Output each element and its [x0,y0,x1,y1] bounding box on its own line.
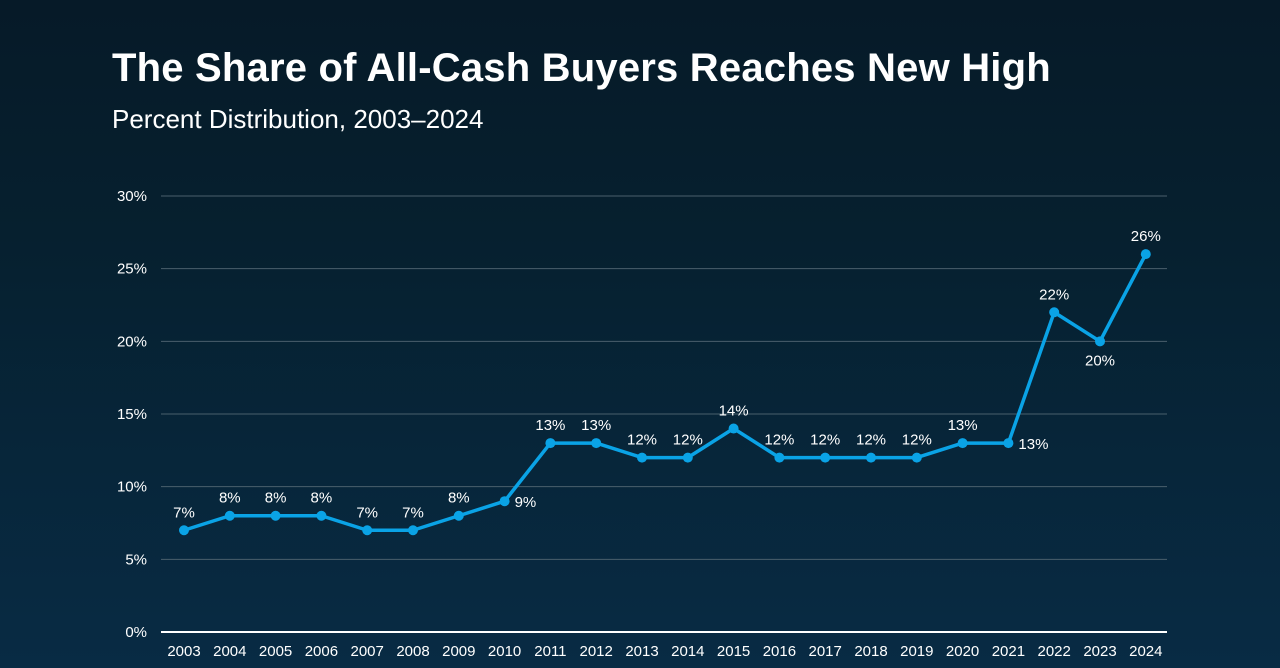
data-point [224,510,235,521]
data-label: 9% [515,494,537,511]
x-tick-label: 2005 [259,643,292,660]
data-point [408,525,418,536]
data-point [682,452,693,463]
data-label: 20% [1085,352,1115,369]
x-tick-label: 2003 [167,643,200,660]
x-tick-label: 2012 [580,643,613,660]
chart-subtitle: Percent Distribution, 2003–2024 [112,104,484,134]
data-label: 14% [719,403,749,420]
data-point [316,510,327,521]
x-tick-label: 2017 [809,643,842,660]
x-tick-label: 2018 [854,643,887,660]
y-tick-label: 5% [125,551,147,568]
data-label: 22% [1039,286,1069,303]
data-point [637,452,647,463]
data-point [362,525,373,536]
y-tick-label: 20% [117,333,147,350]
data-point [545,438,556,449]
data-label: 13% [948,417,978,434]
data-label: 12% [856,432,886,449]
data-point [591,438,602,449]
data-label: 12% [810,432,840,449]
data-point [1049,307,1060,318]
chart-title: The Share of All-Cash Buyers Reaches New… [112,46,1051,90]
data-point [957,438,968,449]
data-label: 8% [219,490,241,507]
data-label: 13% [535,417,565,434]
data-label: 8% [311,490,333,507]
data-point [270,510,281,521]
x-tick-label: 2011 [534,643,566,660]
x-tick-label: 2020 [946,643,979,660]
x-tick-label: 2008 [396,643,429,660]
data-points [179,249,1151,536]
x-tick-label: 2023 [1083,643,1116,660]
data-label: 13% [581,417,611,434]
data-label: 7% [356,504,378,521]
x-tick-label: 2006 [305,643,338,660]
data-point [774,452,785,463]
data-label: 7% [402,504,424,521]
x-tick-label: 2013 [625,643,658,660]
x-tick-label: 2022 [1038,643,1071,660]
data-point [820,452,831,463]
data-point [728,423,739,434]
y-tick-label: 10% [117,479,147,496]
data-label: 8% [265,490,287,507]
data-label: 8% [448,490,470,507]
data-labels: 7% 8% 8% 8% 7% 7% 8% 9% 13% 13% 12% 12% 14% 12% 12% 12%… [173,228,1161,521]
data-label: 12% [764,432,794,449]
x-tick-label: 2010 [488,643,521,660]
data-point [1140,249,1151,260]
data-point [453,510,464,521]
x-tick-label: 2015 [717,643,750,660]
x-tick-label: 2024 [1129,643,1162,660]
data-label: 12% [673,432,703,449]
series-line [182,252,1148,533]
y-tick-label: 0% [125,624,147,641]
data-label: 26% [1131,228,1161,245]
x-tick-label: 2009 [442,643,475,660]
data-point [1095,336,1105,347]
series-line-all-cash-share [182,252,1148,533]
data-point [499,496,510,507]
data-label: 12% [902,432,932,449]
y-tick-label: 30% [117,188,147,205]
x-tick-label: 2019 [900,643,933,660]
gridlines [161,195,1167,560]
x-axis: 2003 2004 2005 2006 2007 2008 2009 2010 2011 2012… [161,631,1167,660]
y-tick-label: 25% [117,261,147,278]
x-tick-label: 2007 [351,643,384,660]
data-label: 7% [173,504,195,521]
x-tick-label: 2004 [213,643,246,660]
data-label: 12% [627,432,657,449]
x-tick-label: 2016 [763,643,796,660]
data-label: 13% [1018,436,1048,453]
x-tick-label: 2021 [992,643,1025,660]
data-point [911,452,922,463]
y-axis-tick-labels: 0% 5% 10% 15% 20% 25% 30% [117,188,147,641]
data-point [179,525,189,536]
data-point [1003,438,1014,449]
data-point [866,452,876,463]
x-tick-label: 2014 [671,643,704,660]
y-tick-label: 15% [117,406,147,423]
